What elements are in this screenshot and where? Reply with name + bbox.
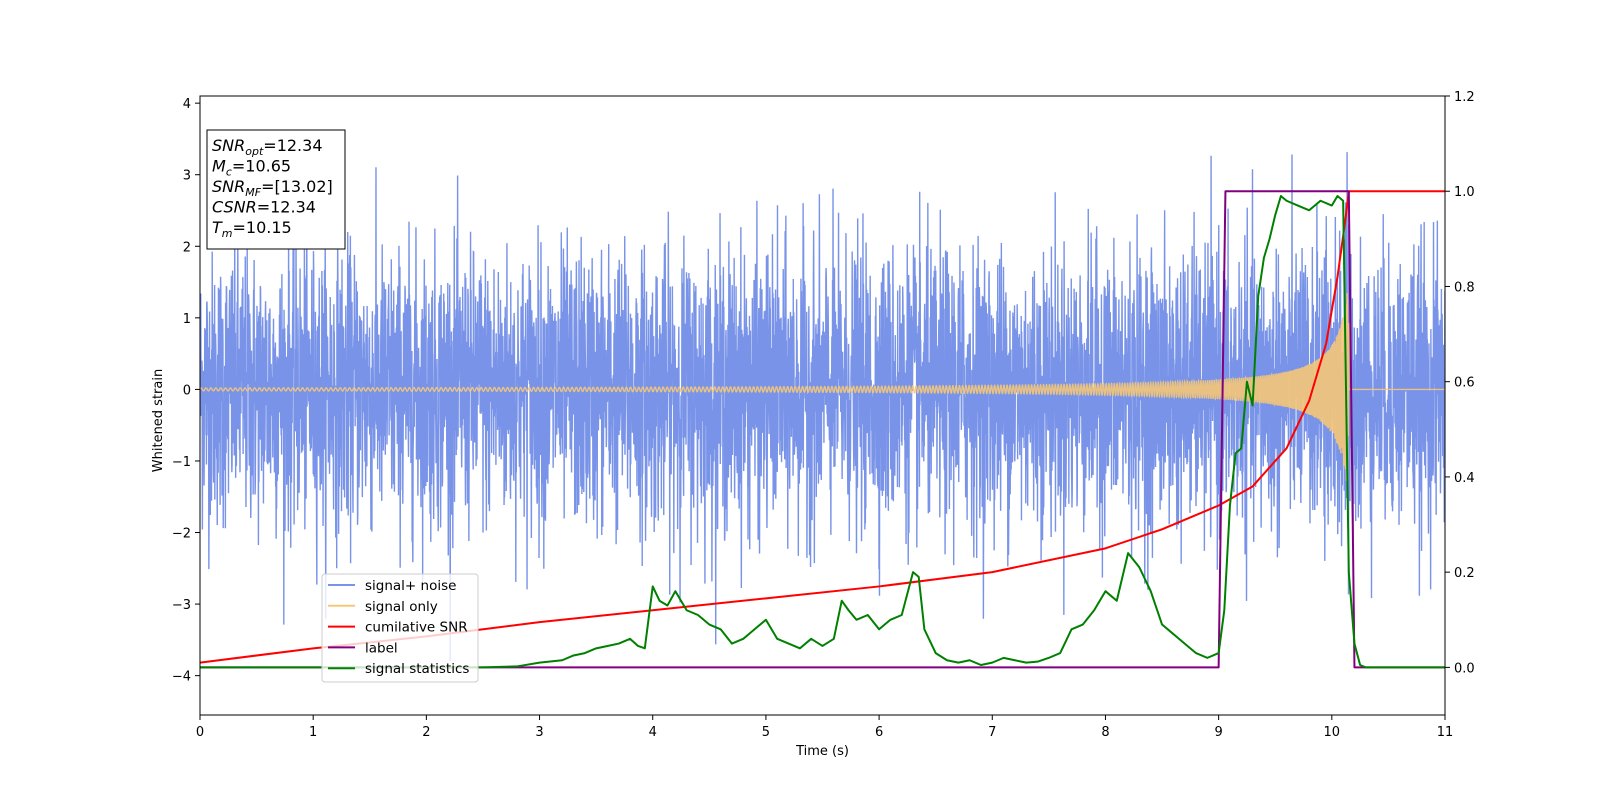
y-left-tick-label: 2 bbox=[183, 240, 191, 255]
right-axis-series bbox=[200, 190, 1445, 669]
x-tick-label: 5 bbox=[762, 725, 770, 740]
x-tick-label: 8 bbox=[1101, 725, 1109, 740]
y-axis-label: Whitened strain bbox=[151, 369, 166, 472]
legend: signal+ noise signal only cumilative SNR la… bbox=[321, 573, 479, 683]
info-line: SNRMF=[13.02] bbox=[212, 177, 333, 199]
y-left-tick-label: 4 bbox=[183, 97, 191, 112]
legend-frame bbox=[321, 573, 479, 683]
x-tick-label: 11 bbox=[1437, 725, 1454, 740]
legend-label: signal only bbox=[365, 599, 438, 615]
y-left-tick-label: 3 bbox=[183, 169, 191, 184]
x-tick-label: 6 bbox=[875, 725, 883, 740]
cumulative-snr-line bbox=[200, 190, 1445, 664]
y-left-tick-label: −2 bbox=[172, 527, 191, 542]
legend-label: signal statistics bbox=[365, 661, 469, 677]
y-left-tick-label: 1 bbox=[183, 312, 191, 327]
info-line: Tm=10.15 bbox=[212, 218, 292, 240]
y-left-tick-label: −3 bbox=[172, 598, 191, 613]
y-right-tick-label: 1.0 bbox=[1454, 185, 1475, 200]
x-tick-label: 7 bbox=[988, 725, 996, 740]
info-box: SNRopt=12.34Mc=10.65SNRMF=[13.02]CSNR=12… bbox=[206, 129, 346, 250]
y-left-tick-label: −4 bbox=[172, 670, 191, 685]
info-line: Mc=10.65 bbox=[212, 157, 291, 179]
x-tick-label: 1 bbox=[309, 725, 317, 740]
legend-label: signal+ noise bbox=[365, 578, 456, 594]
x-tick-label: 4 bbox=[649, 725, 657, 740]
legend-label: label bbox=[365, 640, 398, 656]
y-right-tick-label: 0.8 bbox=[1454, 280, 1475, 295]
info-box-frame bbox=[206, 129, 346, 250]
legend-label: cumilative SNR bbox=[365, 620, 468, 636]
y-right-tick-label: 0.6 bbox=[1454, 376, 1475, 391]
signal-only-series bbox=[200, 293, 1445, 488]
y-left-tick-label: 0 bbox=[183, 383, 191, 398]
info-line: CSNR=12.34 bbox=[212, 198, 316, 217]
signal-statistics-line bbox=[200, 194, 1445, 669]
info-line: SNRopt=12.34 bbox=[212, 136, 323, 158]
x-axis-label: Time (s) bbox=[795, 744, 849, 759]
x-tick-label: 0 bbox=[196, 725, 204, 740]
x-tick-label: 10 bbox=[1324, 725, 1341, 740]
y-right-tick-label: 0.4 bbox=[1454, 471, 1475, 486]
axes: 0 1 2 3 4 5 6 7 8 9 10 11 −4 −3 −2 −1 0 1 2 3 4 0.0 0.2 0.4 0.6 0… bbox=[151, 90, 1475, 759]
y-right-tick-label: 1.2 bbox=[1454, 90, 1475, 105]
x-tick-label: 2 bbox=[422, 725, 430, 740]
y-right-tick-label: 0.0 bbox=[1454, 661, 1475, 676]
y-left-tick-label: −1 bbox=[172, 455, 191, 470]
signal-only-line bbox=[200, 293, 1445, 488]
y-right-tick-label: 0.2 bbox=[1454, 566, 1475, 581]
x-tick-label: 3 bbox=[535, 725, 543, 740]
x-tick-label: 9 bbox=[1214, 725, 1222, 740]
plot-frame bbox=[199, 95, 1446, 716]
